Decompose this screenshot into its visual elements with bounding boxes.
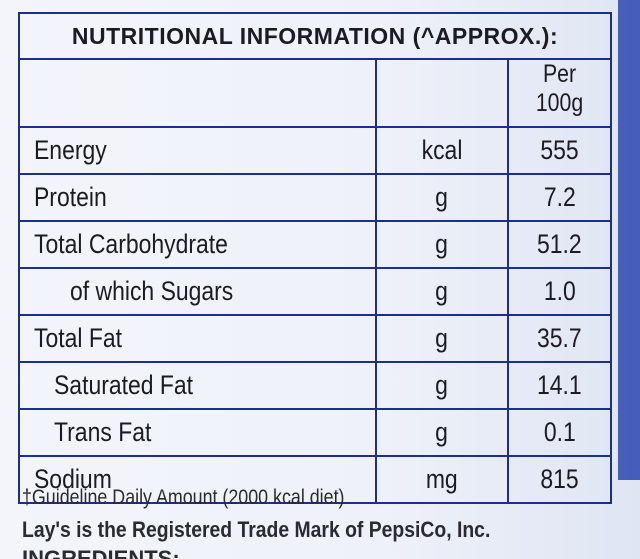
- unit-text: g: [435, 276, 449, 306]
- amount-text: 555: [540, 135, 579, 165]
- amount: 1.0: [507, 267, 612, 316]
- nutrient-name-text: Protein: [34, 182, 107, 212]
- nutrient-row: Trans Fat g 0.1: [18, 408, 612, 457]
- amount: 14.1: [507, 361, 612, 410]
- nutrient-name: Energy: [18, 126, 377, 175]
- amount-text: 815: [540, 464, 579, 494]
- amount-text: 35.7: [537, 323, 582, 353]
- nutrient-row: Energy kcal 555: [18, 126, 612, 175]
- unit: g: [375, 314, 509, 363]
- nutrient-name: Total Fat: [18, 314, 377, 363]
- amount: 555: [507, 126, 612, 175]
- nutrient-name: Total Carbohydrate: [18, 220, 377, 269]
- nutrient-name: of which Sugars: [18, 267, 377, 316]
- amount-text: 0.1: [543, 417, 576, 447]
- nutrient-row: Sodium mg 815: [18, 455, 612, 504]
- footnote: †Guideline Daily Amount (2000 kcal diet): [22, 486, 345, 509]
- ingredients-label: INGREDIENTS:: [22, 546, 180, 559]
- nutrient-row: Protein g 7.2: [18, 173, 612, 222]
- amount: 51.2: [507, 220, 612, 269]
- nutrient-row: Saturated Fat g 14.1: [18, 361, 612, 410]
- nutrient-name: Sodium: [18, 455, 377, 504]
- amount-text: 7.2: [543, 182, 576, 212]
- unit-text: g: [435, 182, 449, 212]
- nutrient-name-text: Total Fat: [34, 323, 123, 353]
- nutrient-row: Total Fat g 35.7: [18, 314, 612, 363]
- nutrient-name: Trans Fat: [18, 408, 377, 457]
- unit-text: kcal: [421, 135, 463, 165]
- nutrient-row: of which Sugars g 1.0: [18, 267, 612, 316]
- empty-cell: [375, 58, 509, 128]
- unit: g: [375, 361, 509, 410]
- table-body: Energy kcal 555 Protein g 7.2 Total Carbohydra…: [18, 126, 612, 504]
- amount-text: 14.1: [537, 370, 582, 400]
- amount: 0.1: [507, 408, 612, 457]
- nutrition-table: NUTRITIONAL INFORMATION (^APPROX.): Per …: [18, 12, 612, 504]
- nutrient-name-text: Sodium: [34, 464, 112, 494]
- table-title: NUTRITIONAL INFORMATION (^APPROX.):: [18, 12, 612, 60]
- nutrient-name-text: Energy: [34, 135, 107, 165]
- unit: mg: [375, 455, 509, 504]
- amount: 7.2: [507, 173, 612, 222]
- amount: 35.7: [507, 314, 612, 363]
- unit-text: mg: [426, 464, 458, 494]
- unit: g: [375, 408, 509, 457]
- nutrient-name-text: Saturated Fat: [54, 370, 194, 400]
- blue-edge: [618, 0, 640, 480]
- unit-text: g: [435, 370, 449, 400]
- nutrient-name-text: Trans Fat: [54, 417, 152, 447]
- nutrient-name-text: Total Carbohydrate: [34, 229, 228, 259]
- nutrient-name: Saturated Fat: [18, 361, 377, 410]
- nutrient-name-text: of which Sugars: [70, 276, 234, 306]
- empty-cell: [18, 58, 377, 128]
- unit: kcal: [375, 126, 509, 175]
- unit-text: g: [435, 323, 449, 353]
- trademark-note: Lay's is the Registered Trade Mark of Pe…: [22, 517, 491, 542]
- unit: g: [375, 267, 509, 316]
- amount-text: 51.2: [537, 229, 582, 259]
- unit: g: [375, 220, 509, 269]
- column-header: Per 100g: [507, 58, 612, 128]
- nutrient-name: Protein: [18, 173, 377, 222]
- amount: 815: [507, 455, 612, 504]
- unit-text: g: [435, 417, 449, 447]
- unit-text: g: [435, 229, 449, 259]
- unit: g: [375, 173, 509, 222]
- header-row: Per 100g: [18, 58, 612, 128]
- nutrient-row: Total Carbohydrate g 51.2: [18, 220, 612, 269]
- amount-text: 1.0: [543, 276, 576, 306]
- title-row: NUTRITIONAL INFORMATION (^APPROX.):: [18, 12, 612, 60]
- column-header-text: Per 100g: [535, 60, 584, 117]
